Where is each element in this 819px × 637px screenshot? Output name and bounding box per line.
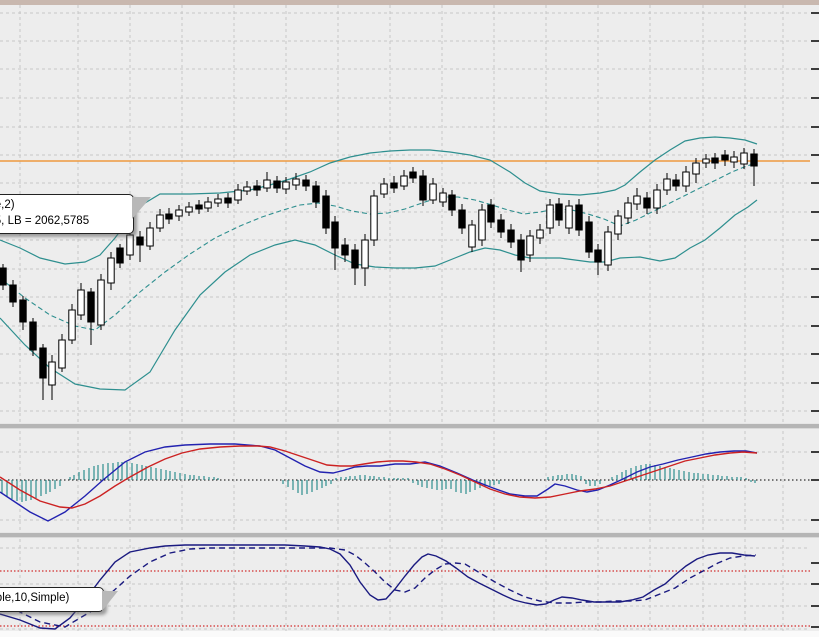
stochastic-levels (0, 570, 810, 627)
window-top-edge (0, 0, 819, 5)
bollinger-tooltip-line1: Simple,2) (0, 199, 15, 211)
stochastic-tooltip-line1: Simple,10,Simple) (0, 592, 70, 604)
price-panel[interactable] (0, 136, 810, 400)
candles (0, 148, 758, 400)
macd-panel[interactable] (0, 443, 810, 522)
bollinger-tooltip: Simple,2) 2,2615, LB = 2062,5785 (0, 194, 151, 235)
stochastic-panel[interactable] (0, 544, 810, 630)
macd-histogram (1, 462, 756, 502)
tooltip-fold (102, 591, 118, 611)
price-axis-ticks (811, 12, 819, 628)
tooltip-fold (132, 197, 151, 219)
time-axis-strip[interactable] (0, 631, 819, 637)
stochastic-tooltip: Simple,10,Simple) (0, 587, 118, 612)
macd-lines (0, 443, 758, 522)
bollinger-tooltip-line2: 2,2615, LB = 2062,5785 (0, 214, 90, 227)
panel-splitters[interactable] (0, 423, 819, 538)
stochastic-lines (0, 544, 757, 630)
